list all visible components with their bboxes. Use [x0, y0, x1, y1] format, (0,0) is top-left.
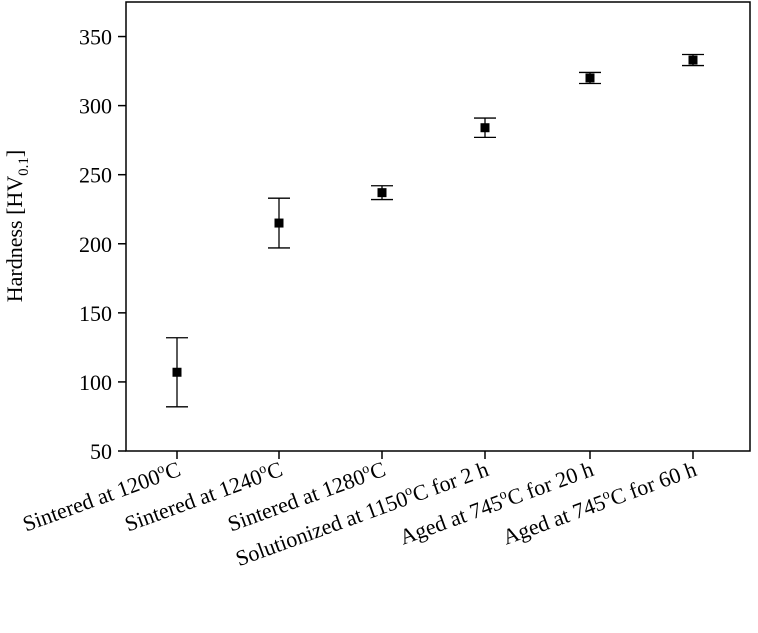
data-point — [274, 218, 284, 228]
y-axis-title-subscript: 0.1 — [16, 157, 32, 176]
data-point — [172, 367, 182, 377]
y-tick-label: 350 — [79, 25, 112, 50]
data-point — [480, 123, 490, 133]
y-tick-label: 250 — [79, 163, 112, 188]
y-axis-ticks: 50 100 150 200 250 300 350 — [79, 25, 126, 464]
y-tick-label: 50 — [90, 439, 112, 464]
y-tick-label: 300 — [79, 94, 112, 119]
data-point — [688, 55, 698, 65]
y-axis-title: Hardness [HV0.1] — [2, 150, 32, 303]
plot-frame — [125, 1, 751, 452]
y-axis-title-main: Hardness [HV — [2, 176, 27, 303]
data-point — [377, 188, 387, 198]
data-marks — [166, 53, 704, 408]
y-tick-label: 200 — [79, 232, 112, 257]
y-tick-label: 100 — [79, 370, 112, 395]
data-point — [585, 73, 595, 83]
y-tick-label: 150 — [79, 301, 112, 326]
y-axis-title-close: ] — [2, 150, 27, 157]
